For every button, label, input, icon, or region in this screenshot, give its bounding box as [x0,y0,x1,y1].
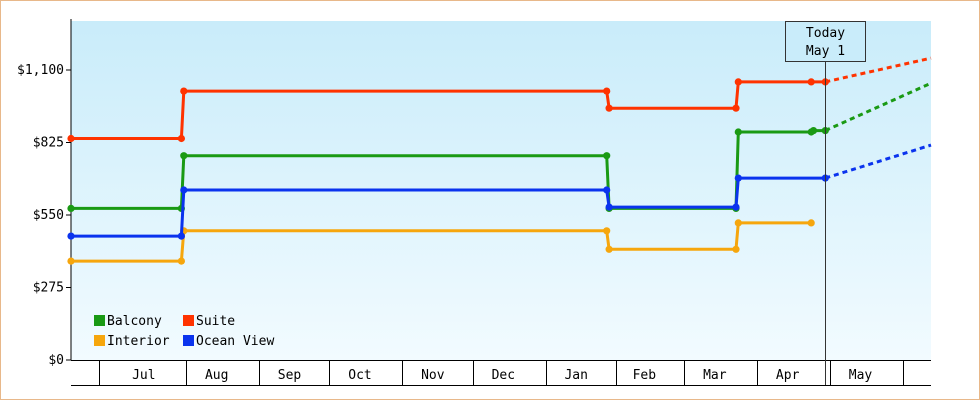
x-tick-label: May [849,368,873,383]
data-point [603,227,611,235]
data-point [603,186,611,194]
series-suite [67,56,932,143]
data-point [807,78,815,86]
legend-item-balcony: Balcony [94,314,162,329]
forecast-line [824,81,932,132]
x-tick-label: Aug [205,368,228,383]
data-point [67,134,75,143]
legend-swatch [183,315,194,326]
x-tick-label: Nov [421,368,445,383]
series-line [71,221,812,263]
series-interior [67,219,815,265]
legend-item-ocean-view: Ocean View [183,334,274,349]
today-date-label: May 1 [806,44,845,59]
data-point [809,127,818,135]
data-point [734,219,742,227]
x-tick-label: Jan [564,368,587,383]
series-line [71,176,826,238]
data-point [180,87,188,95]
x-tick-label: Dec [492,368,515,383]
data-point [180,186,188,194]
y-tick-label: $825 [33,136,64,151]
legend-swatch [94,335,105,346]
data-point [732,203,740,211]
data-point [67,204,75,212]
legend-label: Suite [196,314,235,329]
data-point [177,257,185,265]
today-label: Today [806,26,845,41]
forecast-line [824,143,932,180]
y-tick-label: $275 [33,281,64,296]
legend-label: Ocean View [196,334,274,349]
data-point [180,152,188,160]
x-tick-label: Jul [132,368,155,383]
data-point [605,104,613,112]
data-point [67,232,75,240]
legend-swatch [94,315,105,326]
data-point [734,174,742,182]
legend-item-interior: Interior [94,334,170,349]
x-tick-label: Sep [278,368,302,383]
data-point [603,87,611,95]
data-point [177,134,185,143]
y-tick-label: $1,100 [17,63,64,78]
x-tick-label: Apr [776,368,800,383]
legend-label: Balcony [107,314,162,329]
x-tick-label: Oct [348,368,371,383]
data-point [807,219,815,227]
data-point [177,232,185,240]
y-tick-label: $550 [33,208,64,223]
legend-label: Interior [107,334,170,349]
y-tick-label: $0 [48,353,64,368]
data-point [67,257,75,265]
x-tick-label: Mar [703,368,727,383]
series-ocean-view [67,143,932,240]
data-point [734,78,742,86]
x-tick-label: Feb [633,368,657,383]
data-point [605,245,613,253]
legend-item-suite: Suite [183,314,235,329]
forecast-line [824,56,932,84]
today-callout [785,21,866,62]
data-point [605,203,613,211]
data-point [732,104,740,112]
data-point [732,245,740,253]
data-point [603,152,611,160]
data-point [734,128,742,136]
legend-swatch [183,335,194,346]
